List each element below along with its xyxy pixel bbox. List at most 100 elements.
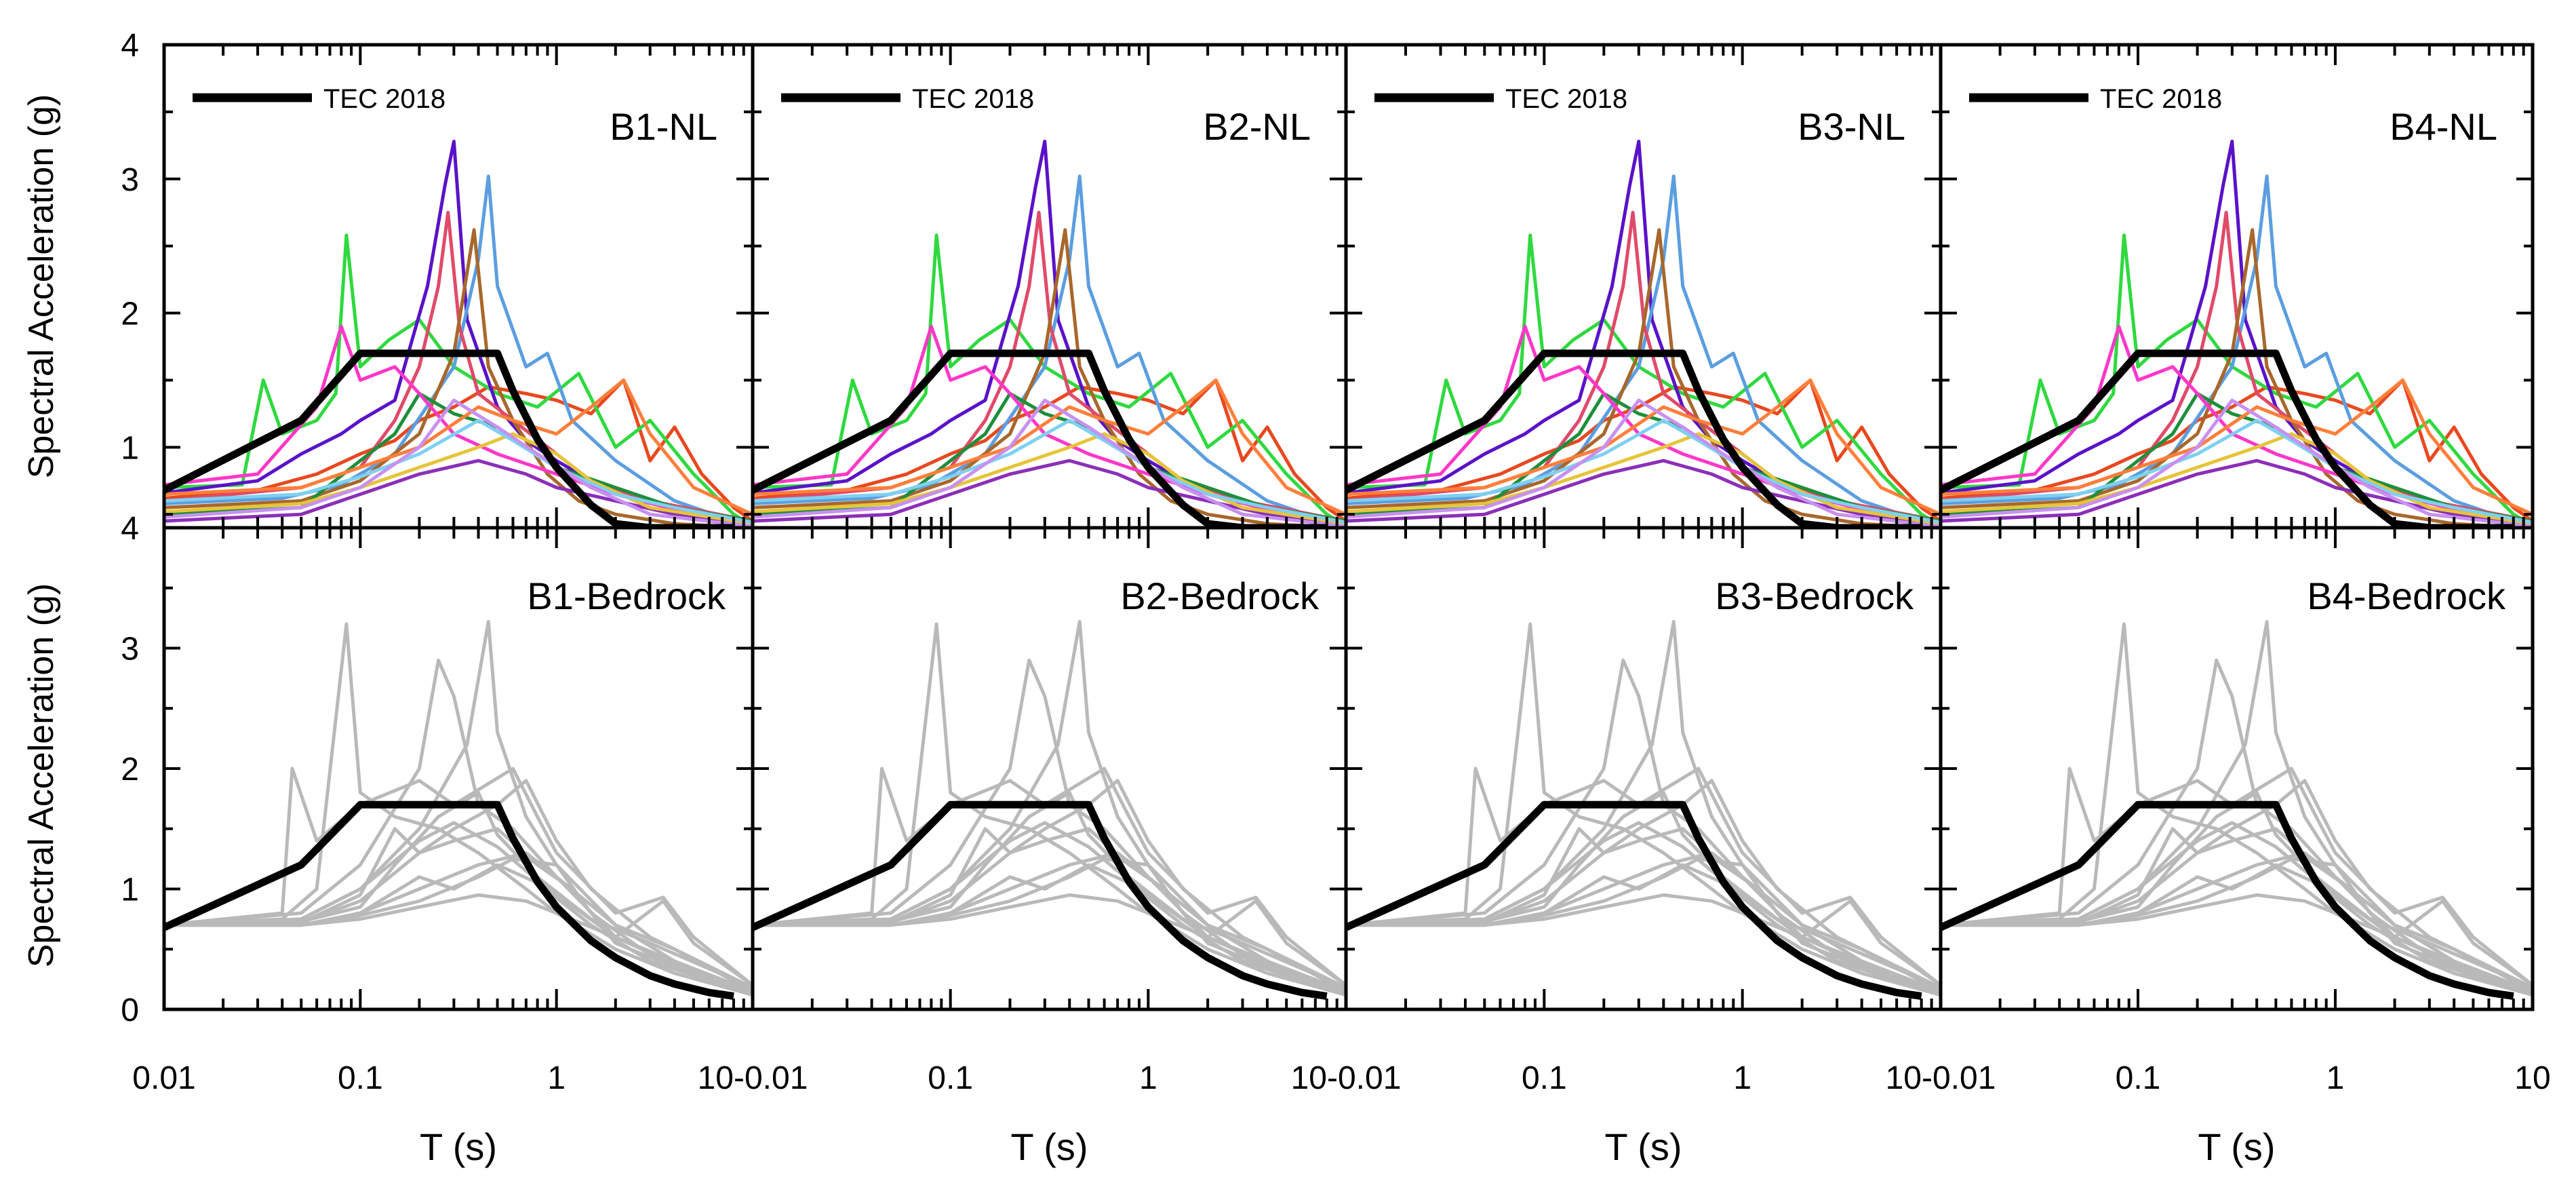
plot-area xyxy=(1346,139,1941,528)
bedrock-record-g4 xyxy=(1941,767,2533,987)
bedrock-record-g12 xyxy=(1941,863,2533,997)
plot-area xyxy=(1941,619,2533,1000)
x-tick-label: 1 xyxy=(547,1060,566,1096)
nl-record-r12 xyxy=(1346,419,1941,524)
y-axis-label: Spectral Acceleration (g) xyxy=(22,583,61,968)
nl-record-r10 xyxy=(1346,459,1941,527)
panel-title: B3-Bedrock xyxy=(1715,575,1914,617)
bedrock-record-g9 xyxy=(164,791,753,990)
legend-label: TEC 2018 xyxy=(323,84,445,114)
legend-label: TEC 2018 xyxy=(1505,84,1627,114)
bedrock-record-g1 xyxy=(1346,622,1941,997)
y-tick-label: 2 xyxy=(121,296,139,332)
bedrock-record-g11 xyxy=(753,821,1346,996)
x-tick-label: 10-0.01 xyxy=(698,1060,808,1096)
nl-record-r6 xyxy=(1941,228,2533,528)
x-axis-label: T (s) xyxy=(1010,1125,1088,1168)
x-axis-label: T (s) xyxy=(2198,1125,2275,1168)
nl-record-r10 xyxy=(164,459,753,527)
nl-record-r12 xyxy=(164,419,753,524)
nl-record-r10 xyxy=(753,459,1346,527)
bedrock-record-g10 xyxy=(1346,893,1941,987)
bedrock-record-g10 xyxy=(164,893,753,987)
y-tick-label: 0 xyxy=(121,992,139,1028)
tec-2018-spectrum xyxy=(1941,800,2514,1000)
y-axis-label: Spectral Acceleration (g) xyxy=(22,94,61,479)
x-tick-label: 0.1 xyxy=(928,1060,973,1096)
x-tick-label: 0.1 xyxy=(338,1060,383,1096)
nl-record-r4 xyxy=(1941,174,2533,526)
tec-2018-spectrum xyxy=(164,349,734,528)
nl-record-r13 xyxy=(753,398,1346,528)
x-tick-label: 10 xyxy=(2514,1060,2550,1096)
plot-area xyxy=(164,139,753,528)
panel-b3-nl: B3-NL TEC 2018 xyxy=(1344,43,1943,530)
bedrock-record-g10 xyxy=(753,893,1346,987)
plot-area xyxy=(164,619,753,1000)
legend-label: TEC 2018 xyxy=(2100,84,2222,114)
nl-record-r1 xyxy=(753,378,1346,523)
bedrock-record-g12 xyxy=(753,863,1346,997)
panel-title: B1-NL xyxy=(610,105,717,148)
panel-b2-bedrock: B2-Bedrock xyxy=(751,526,1348,1011)
x-tick-label: 1 xyxy=(2326,1060,2345,1096)
tec-2018-spectrum xyxy=(753,349,1327,528)
tec-2018-spectrum xyxy=(1346,349,1922,528)
x-axis-label: T (s) xyxy=(420,1125,497,1168)
nl-record-r4 xyxy=(753,174,1346,526)
nl-record-r13 xyxy=(1346,398,1941,528)
nl-record-r10 xyxy=(1941,459,2533,527)
x-tick-label: 0.1 xyxy=(1522,1060,1567,1096)
nl-record-r1 xyxy=(1346,378,1941,523)
bedrock-record-g12 xyxy=(164,863,753,997)
bedrock-record-g1 xyxy=(753,622,1346,997)
panel-title: B2-Bedrock xyxy=(1120,575,1320,617)
x-tick-label: 10-0.01 xyxy=(1291,1060,1402,1096)
nl-record-r6 xyxy=(164,228,753,528)
panel-title: B2-NL xyxy=(1203,105,1311,148)
bedrock-record-g11 xyxy=(1941,821,2533,996)
x-tick-label: 1 xyxy=(1733,1060,1751,1096)
nl-record-r12 xyxy=(1941,419,2533,524)
bedrock-record-g4 xyxy=(164,767,753,987)
x-tick-label: 0.1 xyxy=(2116,1060,2161,1096)
panel-b1-nl: B1-NL TEC 2018 xyxy=(162,43,755,530)
bedrock-record-g11 xyxy=(164,821,753,996)
nl-record-r6 xyxy=(1346,228,1941,528)
bedrock-record-g9 xyxy=(1346,791,1941,990)
y-tick-label: 2 xyxy=(121,752,139,788)
panel-b3-bedrock: B3-Bedrock xyxy=(1344,526,1943,1011)
panel-title: B4-Bedrock xyxy=(2307,575,2506,617)
bedrock-record-g9 xyxy=(1941,791,2533,990)
bedrock-record-g11 xyxy=(1346,821,1941,996)
nl-record-r12 xyxy=(753,419,1346,524)
nl-record-r6 xyxy=(753,228,1346,528)
x-tick-label: 10-0.01 xyxy=(1886,1060,1996,1096)
nl-record-r1 xyxy=(1941,378,2533,523)
plot-area xyxy=(1346,619,1941,1000)
panel-title: B1-Bedrock xyxy=(527,575,726,617)
y-tick-label: 4 xyxy=(121,511,139,547)
y-tick-label: 4 xyxy=(121,28,139,64)
nl-record-r13 xyxy=(1941,398,2533,528)
x-tick-label: 1 xyxy=(1139,1060,1157,1096)
y-tick-label: 3 xyxy=(121,632,139,667)
tec-2018-spectrum xyxy=(1941,349,2514,528)
legend-label: TEC 2018 xyxy=(912,84,1034,114)
panel-title: B3-NL xyxy=(1798,105,1905,148)
tec-2018-spectrum xyxy=(1346,800,1922,1000)
y-tick-label: 1 xyxy=(121,430,139,466)
bedrock-record-g10 xyxy=(1941,893,2533,987)
y-tick-label: 3 xyxy=(121,162,139,198)
panel-b1-bedrock: B1-Bedrock xyxy=(162,526,755,1011)
nl-record-r4 xyxy=(1346,174,1941,526)
panel-b4-nl: B4-NL TEC 2018 xyxy=(1939,43,2535,530)
tec-2018-spectrum xyxy=(164,800,734,1000)
nl-record-r13 xyxy=(164,398,753,528)
x-tick-label: 0.01 xyxy=(132,1060,195,1096)
nl-record-r4 xyxy=(164,174,753,526)
bedrock-record-g1 xyxy=(164,622,753,997)
panel-title: B4-NL xyxy=(2390,105,2497,148)
nl-record-r1 xyxy=(164,378,753,523)
bedrock-record-g12 xyxy=(1346,863,1941,997)
